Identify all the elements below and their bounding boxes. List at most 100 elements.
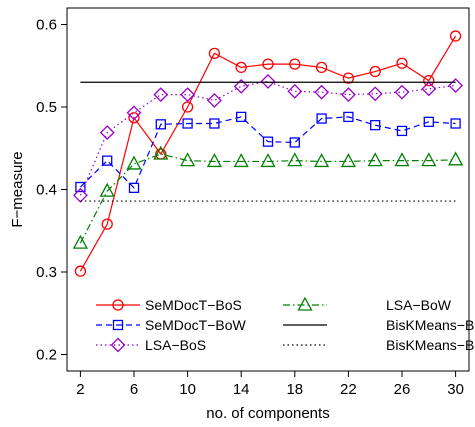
legend-marker xyxy=(110,337,126,353)
data-point xyxy=(99,125,115,140)
x-tick-label: 10 xyxy=(179,381,196,398)
data-point xyxy=(260,153,276,168)
data-point xyxy=(343,111,354,123)
data-point xyxy=(367,152,383,167)
x-tick-label: 30 xyxy=(447,381,464,398)
data-point xyxy=(342,72,355,84)
data-point xyxy=(369,65,381,78)
data-point xyxy=(370,120,381,131)
y-tick-label: 0.4 xyxy=(36,182,57,199)
data-point xyxy=(448,151,464,166)
data-point xyxy=(233,78,249,94)
data-point xyxy=(315,61,328,74)
data-point xyxy=(287,83,303,99)
data-point xyxy=(153,87,169,103)
data-point xyxy=(209,118,220,129)
legend-item: SeMDocT−BoS xyxy=(96,297,242,313)
legend-label: BisKMeans−BoS xyxy=(386,317,475,333)
data-point xyxy=(340,87,356,103)
data-point xyxy=(99,182,115,197)
data-point xyxy=(102,155,113,166)
data-point xyxy=(236,111,247,123)
data-point xyxy=(180,152,196,167)
series-2 xyxy=(72,74,464,203)
data-point xyxy=(448,78,464,93)
legend-label: SeMDocT−BoS xyxy=(145,297,242,313)
data-point xyxy=(101,218,113,230)
data-point xyxy=(367,86,383,102)
series-1 xyxy=(75,111,461,194)
legend: SeMDocT−BoS SeMDocT−BoW LSA−BoS LSA−BoW BisK… xyxy=(96,296,475,353)
data-point xyxy=(126,155,142,170)
data-point xyxy=(450,118,461,129)
x-tick-label: 26 xyxy=(394,381,411,398)
data-point xyxy=(180,87,196,103)
legend-label: BisKMeans−BoW xyxy=(386,337,475,353)
data-point xyxy=(128,182,140,194)
legend-label: LSA−BoW xyxy=(386,297,452,313)
data-point xyxy=(153,145,169,160)
y-tick-label: 0.3 xyxy=(36,264,57,281)
y-tick-label: 0.5 xyxy=(36,99,57,116)
data-point xyxy=(208,47,221,60)
data-point xyxy=(316,113,327,124)
legend-marker xyxy=(297,296,313,311)
legend-item: BisKMeans−BoS xyxy=(283,317,475,333)
data-point xyxy=(314,84,330,100)
data-point xyxy=(206,153,222,168)
legend-label: LSA−BoS xyxy=(145,337,206,353)
data-point xyxy=(423,116,434,127)
data-point xyxy=(206,92,222,108)
x-tick-label: 14 xyxy=(233,381,250,398)
x-tick-label: 18 xyxy=(286,381,303,398)
legend-marker xyxy=(112,299,124,311)
series-line xyxy=(79,116,456,189)
data-point xyxy=(128,112,140,124)
series-line xyxy=(79,153,456,244)
legend-item: LSA−BoS xyxy=(96,337,206,353)
data-point xyxy=(421,152,437,167)
series-0 xyxy=(74,30,462,277)
data-point xyxy=(182,118,193,129)
x-tick-label: 2 xyxy=(76,381,84,398)
legend-label: SeMDocT−BoW xyxy=(145,317,247,333)
legend-item: SeMDocT−BoW xyxy=(96,317,247,333)
x-tick-label: 6 xyxy=(130,381,138,398)
data-point xyxy=(155,119,166,130)
data-point xyxy=(233,153,249,168)
data-point xyxy=(423,74,435,87)
data-point xyxy=(235,61,247,74)
legend-item: BisKMeans−BoW xyxy=(283,337,475,353)
y-tick-label: 0.6 xyxy=(36,17,57,34)
data-point xyxy=(74,265,87,277)
legend-item: LSA−BoW xyxy=(283,296,452,313)
x-tick-label: 22 xyxy=(340,381,357,398)
data-point xyxy=(72,234,88,249)
data-point xyxy=(289,137,300,148)
data-point xyxy=(260,74,276,89)
data-point xyxy=(262,58,274,70)
series-3 xyxy=(72,145,464,249)
data-point xyxy=(396,57,408,69)
data-point xyxy=(340,153,356,168)
data-point xyxy=(75,181,86,193)
data-point xyxy=(289,58,301,70)
data-point xyxy=(72,187,88,203)
data-point xyxy=(421,81,437,97)
data-point xyxy=(394,152,410,167)
x-axis-label: no. of components xyxy=(206,405,329,422)
y-axis-label: F−measure xyxy=(9,151,26,227)
legend-marker xyxy=(112,319,124,331)
data-point xyxy=(126,105,142,121)
series-line xyxy=(79,35,457,272)
x-axis: 2 6 10 14 18 22 26 30 xyxy=(76,371,464,398)
data-point xyxy=(394,84,410,100)
data-point xyxy=(262,136,274,147)
data-point xyxy=(287,152,303,167)
data-point xyxy=(314,153,330,168)
data-point xyxy=(449,30,462,42)
y-axis: 0.2 0.3 0.4 0.5 0.6 xyxy=(36,17,67,364)
series-layer xyxy=(72,30,464,277)
y-tick-label: 0.2 xyxy=(36,347,57,364)
